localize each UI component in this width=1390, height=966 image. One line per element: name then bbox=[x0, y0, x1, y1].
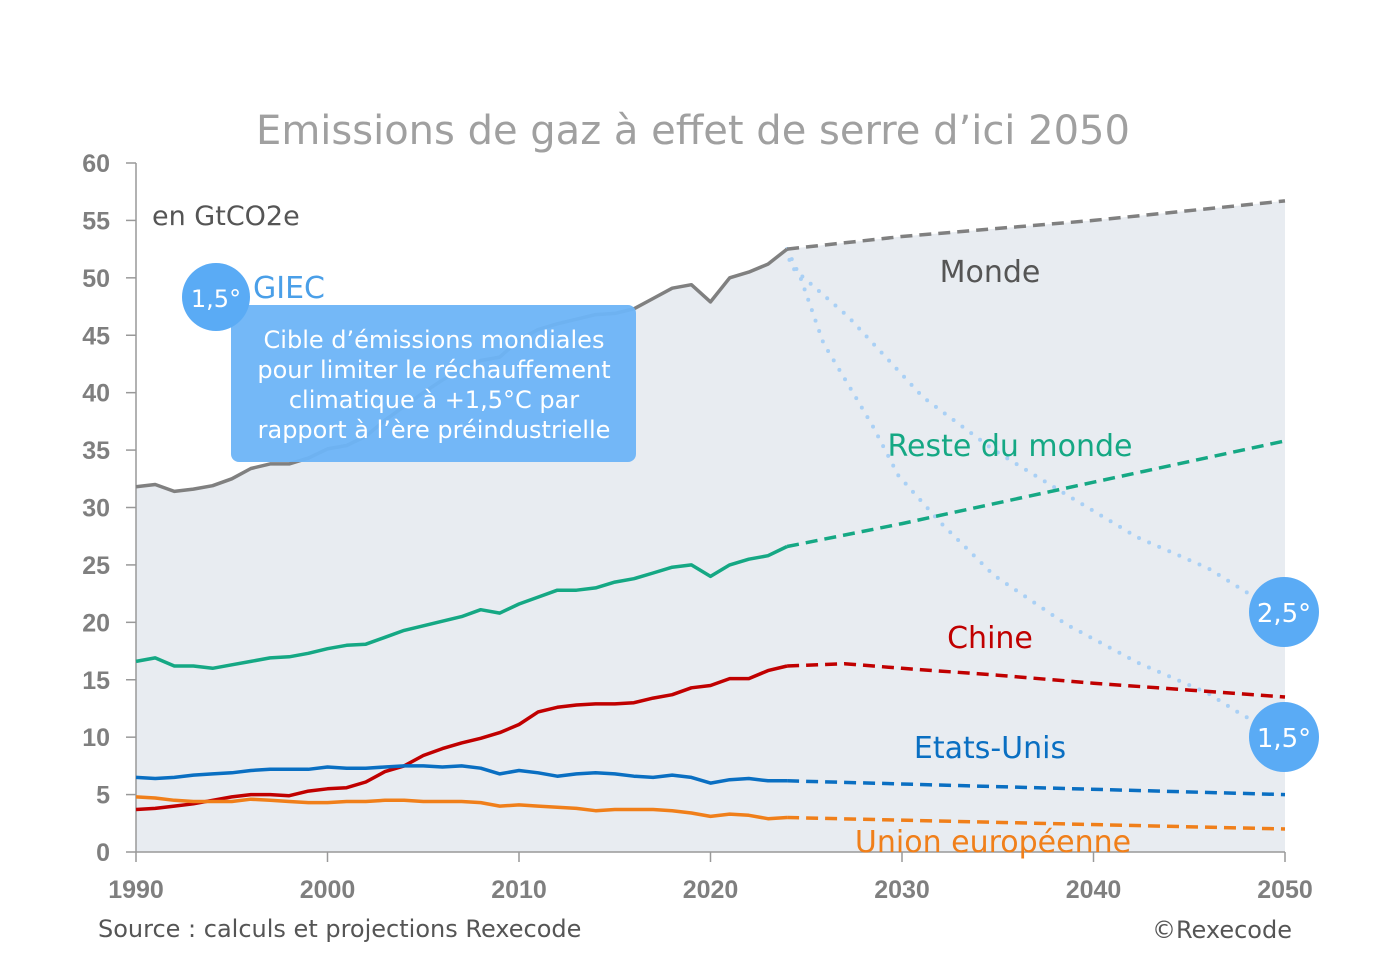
y-tick-label: 5 bbox=[96, 782, 110, 810]
label-chine: Chine bbox=[947, 621, 1033, 656]
unit-label: en GtCO2e bbox=[152, 201, 300, 232]
giec-label: GIEC bbox=[253, 271, 325, 306]
giec-box-line-4: rapport à l’ère préindustrielle bbox=[258, 416, 611, 444]
badge-2-5-text: 2,5° bbox=[1257, 599, 1311, 629]
label-monde: Monde bbox=[940, 255, 1041, 290]
y-tick-label: 50 bbox=[82, 265, 110, 293]
series-line-union-europ-enne bbox=[135, 795, 788, 821]
giec-box bbox=[231, 305, 636, 462]
projection-line-chine bbox=[787, 661, 1286, 699]
giec-box-line-1: Cible d’émissions mondiales bbox=[264, 326, 605, 354]
copyright: ©Rexecode bbox=[1152, 916, 1292, 944]
projection-line-reste-du-monde bbox=[786, 439, 1286, 549]
y-tick-label: 0 bbox=[96, 839, 110, 867]
giec-badge-text: 1,5° bbox=[191, 285, 241, 313]
badge-1-5-circle bbox=[1249, 702, 1319, 772]
x-tick-label: 2050 bbox=[1257, 876, 1313, 904]
y-tick-label: 25 bbox=[82, 552, 110, 580]
y-tick-label: 60 bbox=[82, 150, 110, 178]
projection-line-monde bbox=[786, 199, 1286, 251]
chart-title: Emissions de gaz à effet de serre d’ici … bbox=[256, 108, 1130, 154]
label-union-europeenne: Union européenne bbox=[855, 825, 1131, 860]
y-tick-label: 35 bbox=[82, 437, 110, 465]
area-monde bbox=[136, 200, 1285, 852]
y-tick-label: 15 bbox=[82, 667, 110, 695]
x-tick-label: 2030 bbox=[874, 876, 930, 904]
y-tick-label: 55 bbox=[82, 207, 110, 235]
scenario-line-2,5° bbox=[785, 247, 1287, 608]
badge-1-5-text: 1,5° bbox=[1257, 724, 1311, 754]
x-tick-label: 2040 bbox=[1066, 876, 1122, 904]
series-line-reste-du-monde bbox=[135, 544, 788, 671]
x-tick-label: 1990 bbox=[108, 876, 164, 904]
x-tick-label: 2010 bbox=[491, 876, 547, 904]
giec-box-line-2: pour limiter le réchauffement bbox=[257, 356, 610, 384]
projection-line-etats-unis bbox=[787, 779, 1286, 797]
label-etats-unis: Etats-Unis bbox=[914, 731, 1066, 766]
source-note: Source : calculs et projections Rexecode bbox=[98, 915, 581, 943]
y-tick-label: 10 bbox=[82, 724, 110, 752]
giec-badge-circle bbox=[182, 263, 250, 331]
projection-line-union-europ-enne bbox=[787, 815, 1286, 831]
scenario-line-1,5° bbox=[785, 247, 1287, 734]
x-tick-label: 2000 bbox=[300, 876, 356, 904]
giec-box-line-3: climatique à +1,5°C par bbox=[289, 386, 579, 414]
series-line-etats-unis bbox=[135, 764, 788, 785]
y-tick-label: 30 bbox=[82, 495, 110, 523]
x-tick-label: 2020 bbox=[683, 876, 739, 904]
badge-2-5-circle bbox=[1249, 577, 1319, 647]
y-tick-label: 20 bbox=[82, 609, 110, 637]
series-line-chine bbox=[135, 664, 788, 812]
y-tick-label: 45 bbox=[82, 322, 110, 350]
y-tick-label: 40 bbox=[82, 380, 110, 408]
label-reste-du-monde: Reste du monde bbox=[887, 429, 1132, 464]
